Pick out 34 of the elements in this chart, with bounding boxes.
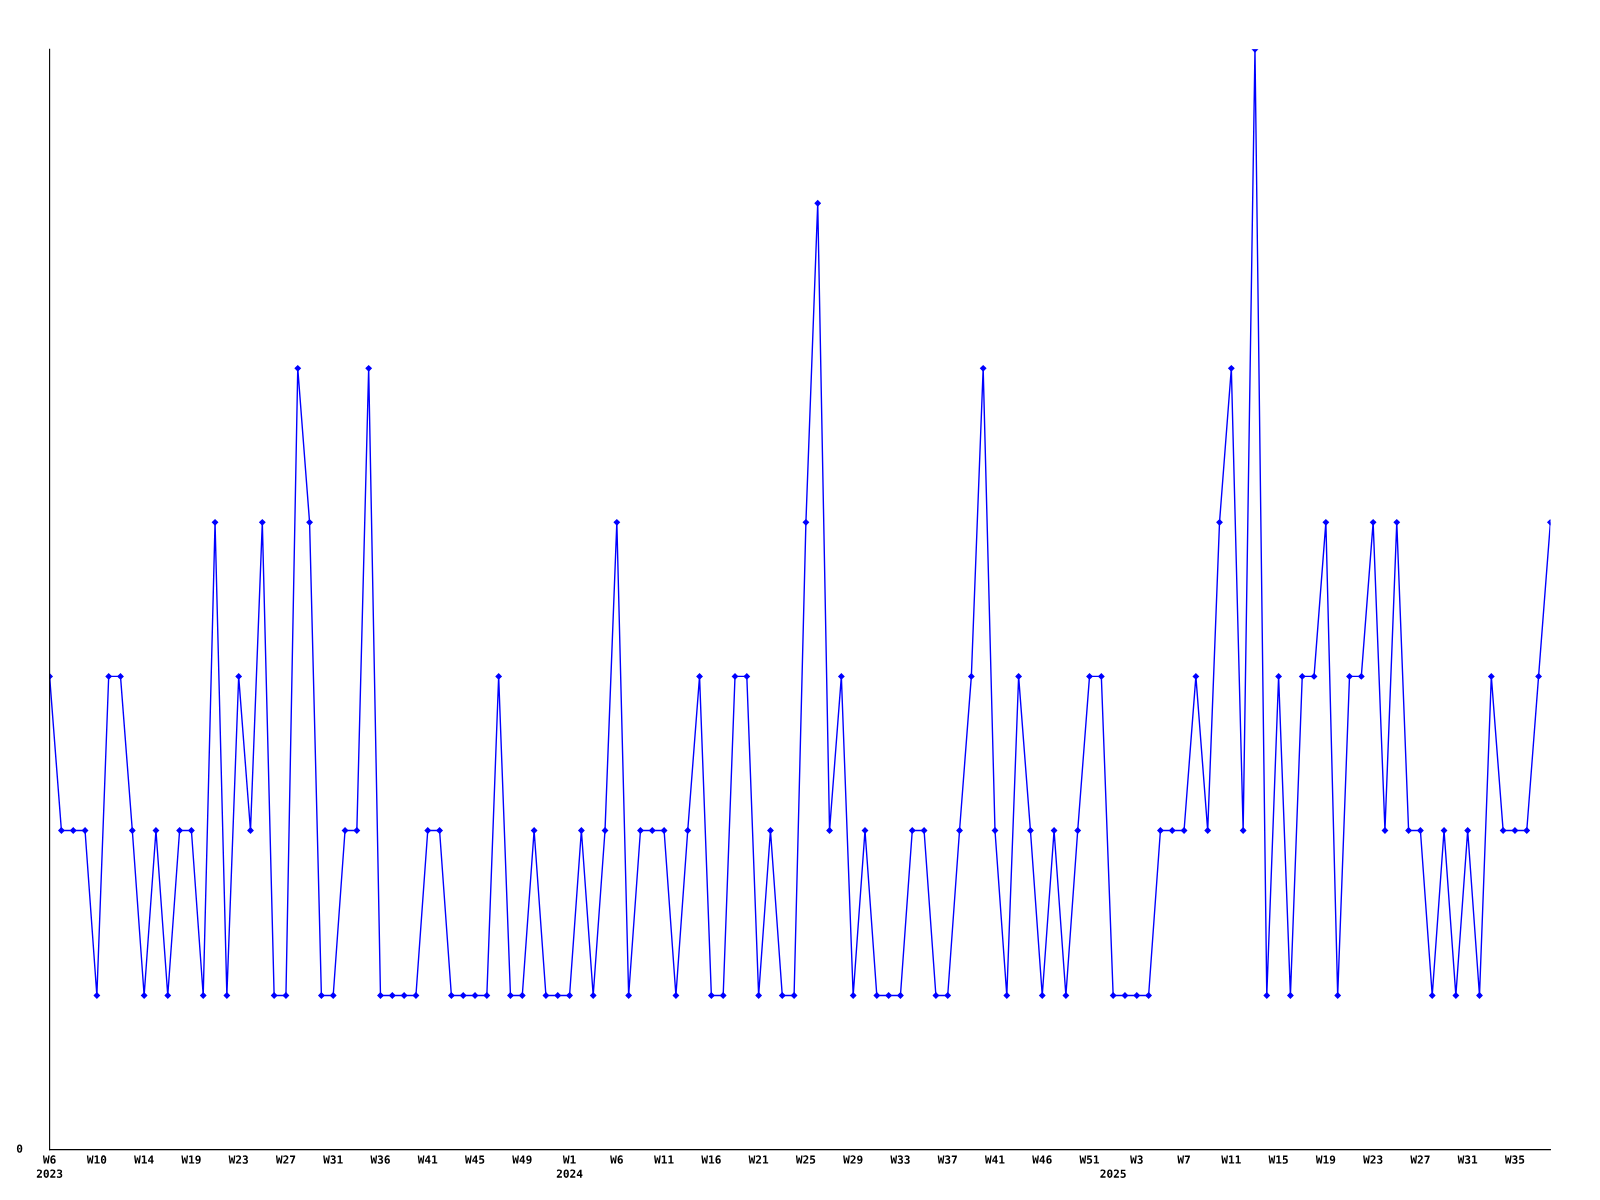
x-tick-label: W11 [654, 1155, 674, 1164]
x-tick-label: W31 [1457, 1155, 1478, 1164]
x-tick-label: W19 [181, 1155, 201, 1164]
x-tick-label: W23 [1363, 1155, 1383, 1164]
x-tick-label: W25 [795, 1155, 816, 1164]
x-tick-label: W49 [512, 1155, 532, 1164]
x-tick-label: W6 [610, 1155, 623, 1164]
x-tick-label: W33 [890, 1155, 910, 1164]
x-tick-label: W15 [1268, 1155, 1288, 1164]
x-tick-label: W19 [1315, 1155, 1336, 1164]
x-tick-label: W51 [1079, 1155, 1100, 1164]
x-tick-label: W3 [1130, 1155, 1143, 1164]
x-tick-label: W29 [843, 1155, 863, 1164]
x-tick-label: W10 [86, 1155, 107, 1164]
x-tick-label: W37 [937, 1155, 957, 1164]
x-tick-label: W46 [1032, 1155, 1052, 1164]
x-tick-label: W1 2024 [556, 1155, 583, 1178]
x-tick-label: W7 [1177, 1155, 1190, 1164]
x-tick-label: W23 [228, 1155, 248, 1164]
x-tick-label: W35 [1504, 1155, 1525, 1164]
x-tick-label: W27 [1410, 1155, 1430, 1164]
x-tick-label: W31 [323, 1155, 343, 1164]
x-tick-label: W21 [748, 1155, 769, 1164]
x-tick-label: W27 [275, 1155, 296, 1164]
x-tick-label: W11 [1221, 1155, 1241, 1164]
x-tick-label: 2025 [1100, 1169, 1126, 1178]
x-tick-label: W16 [701, 1155, 721, 1164]
x-tick-label: W41 [984, 1155, 1005, 1164]
text: 0 [16, 1144, 23, 1153]
x-tick-label: W45 [464, 1155, 485, 1164]
x-tick-label: W36 [370, 1155, 390, 1164]
x-tick-label: W6 2023 [36, 1155, 63, 1178]
x-tick-label: W41 [417, 1155, 438, 1164]
x-tick-label: W14 [134, 1155, 154, 1164]
